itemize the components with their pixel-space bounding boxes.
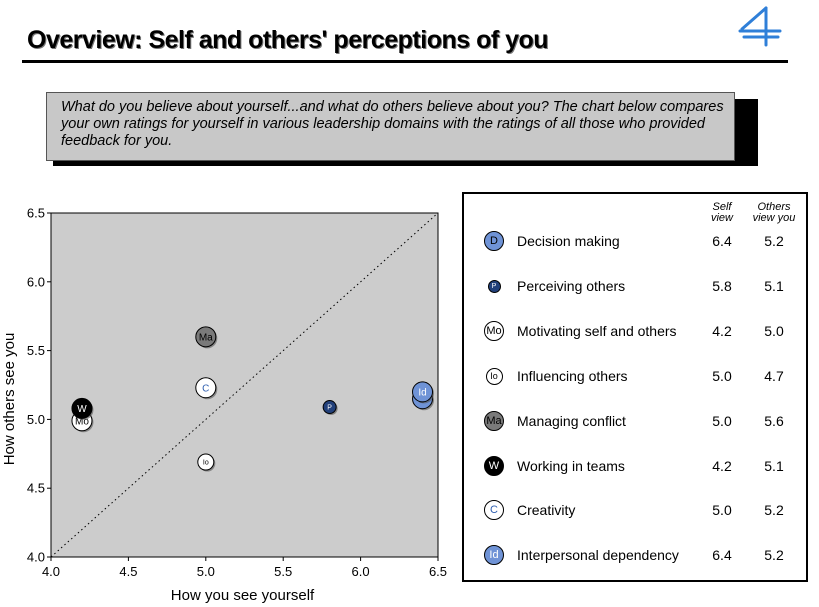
legend-self-value: 5.8 xyxy=(712,278,732,294)
x-tick-label: 4.5 xyxy=(119,564,137,579)
x-tick-label: 6.5 xyxy=(429,564,447,579)
legend-others-value: 5.6 xyxy=(764,413,784,429)
self-view-header: Self view xyxy=(702,202,742,224)
legend-row: Ma Managing conflict 5.0 5.6 xyxy=(464,409,806,433)
legend-row: Mo Motivating self and others 4.2 5.0 xyxy=(464,319,806,343)
legend-row: D Decision making 6.4 5.2 xyxy=(464,229,806,253)
legend-label: Motivating self and others xyxy=(517,323,677,339)
legend-self-value: 4.2 xyxy=(712,323,732,339)
data-point-label: P xyxy=(327,405,332,412)
legend-self-value: 6.4 xyxy=(712,547,732,563)
legend-self-value: 5.0 xyxy=(712,368,732,384)
legend-row: Io Influencing others 5.0 4.7 xyxy=(464,364,806,388)
legend-others-value: 5.0 xyxy=(764,323,784,339)
y-tick-label: 4.0 xyxy=(27,550,45,565)
legend-others-value: 5.2 xyxy=(764,233,784,249)
legend-others-value: 4.7 xyxy=(764,368,784,384)
legend-label: Decision making xyxy=(517,233,620,249)
data-point xyxy=(412,381,434,403)
legend-marker-icon: C xyxy=(484,500,504,520)
y-axis-label: How others see you xyxy=(1,333,18,466)
x-axis-label: How you see yourself xyxy=(171,587,315,604)
legend-label: Creativity xyxy=(517,502,576,518)
data-point xyxy=(71,397,93,419)
scatter-chart: 4.0 4.5 5.0 5.5 6.0 6.5 4.0 4.5 5.0 5.5 6.0 6.5 How … xyxy=(1,206,447,605)
legend-others-value: 5.2 xyxy=(764,502,784,518)
y-tick-label: 4.5 xyxy=(27,481,45,496)
x-tick-label: 4.0 xyxy=(42,564,60,579)
y-tick-label: 5.5 xyxy=(27,343,45,358)
data-point-label: Id xyxy=(418,387,426,398)
legend-self-value: 5.0 xyxy=(712,502,732,518)
legend-row: P Perceiving others 5.8 5.1 xyxy=(464,274,806,298)
legend-marker-icon: P xyxy=(487,279,501,293)
legend-label: Influencing others xyxy=(517,368,628,384)
legend-marker-icon: Io xyxy=(485,367,503,385)
data-point xyxy=(322,400,337,415)
others-view-header: Others view you xyxy=(748,202,800,224)
legend-others-value: 5.2 xyxy=(764,547,784,563)
self-view-header-line1: Self xyxy=(712,201,732,213)
data-point-label: Io xyxy=(203,460,209,467)
legend-marker-icon: W xyxy=(484,456,504,476)
y-tick-label: 6.5 xyxy=(27,206,45,221)
legend-row: Id Interpersonal dependency 6.4 5.2 xyxy=(464,543,806,567)
data-point xyxy=(197,453,215,471)
legend-marker-icon: Mo xyxy=(484,321,504,341)
intro-text: What do you believe about yourself...and… xyxy=(46,92,735,161)
legend-others-value: 5.1 xyxy=(764,278,784,294)
legend-self-value: 4.2 xyxy=(712,458,732,474)
x-tick-label: 6.0 xyxy=(352,564,370,579)
self-view-header-line2: view xyxy=(710,212,733,224)
legend-row: W Working in teams 4.2 5.1 xyxy=(464,454,806,478)
y-tick-label: 5.0 xyxy=(27,412,45,427)
legend-others-value: 5.1 xyxy=(764,458,784,474)
legend-label: Managing conflict xyxy=(517,413,626,429)
y-tick-label: 6.0 xyxy=(27,274,45,289)
legend-marker-icon: Ma xyxy=(484,411,504,431)
legend-marker-icon: Id xyxy=(484,545,504,565)
data-point xyxy=(195,377,217,399)
data-point-label: W xyxy=(77,404,87,415)
data-point xyxy=(195,326,217,348)
legend-row: C Creativity 5.0 5.2 xyxy=(464,498,806,522)
x-tick-label: 5.5 xyxy=(274,564,292,579)
others-view-header-line1: Others xyxy=(757,201,791,213)
legend-label: Interpersonal dependency xyxy=(517,547,679,563)
data-point-label: Ma xyxy=(199,332,213,343)
title-underline xyxy=(22,60,788,63)
legend-marker-icon: D xyxy=(484,231,504,251)
logo-icon xyxy=(738,6,782,47)
data-point-label: C xyxy=(202,383,209,394)
data-point-label: Mo xyxy=(75,416,89,427)
legend-label: Perceiving others xyxy=(517,278,626,294)
legend-panel: Self view Others view you D Decision maki… xyxy=(462,192,808,582)
legend-label: Working in teams xyxy=(517,458,625,474)
reference-diagonal-line xyxy=(50,212,439,558)
page-title: Overview: Self and others' perceptions o… xyxy=(27,26,549,54)
others-view-header-line2: view you xyxy=(752,212,796,224)
legend-self-value: 5.0 xyxy=(712,413,732,429)
legend-self-value: 6.4 xyxy=(712,233,732,249)
x-tick-label: 5.0 xyxy=(197,564,215,579)
